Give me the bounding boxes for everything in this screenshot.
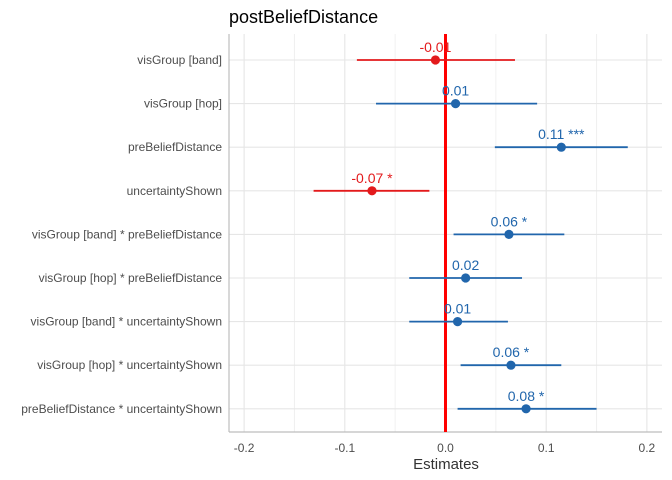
estimate-point (506, 360, 516, 370)
estimate-point (521, 404, 531, 414)
y-tick-label: preBeliefDistance (128, 140, 222, 154)
y-tick-label: visGroup [hop] * preBeliefDistance (39, 271, 223, 285)
y-tick-label: visGroup [hop] (144, 97, 222, 111)
x-axis-label: Estimates (413, 456, 479, 473)
estimate-label: 0.06 * (493, 344, 530, 360)
estimate-point (452, 317, 463, 327)
x-tick-label: -0.2 (234, 441, 255, 455)
y-tick-label: visGroup [band] * uncertaintyShown (31, 315, 222, 329)
estimate-point (367, 186, 377, 196)
estimate-label: 0.08 * (508, 388, 545, 404)
y-tick-label: uncertaintyShown (127, 184, 222, 198)
estimate-label: -0.07 * (351, 170, 393, 186)
marks: -0.01 0.01 0.11 *** -0.07 * 0.06 * 0.02 0.01 0.… (313, 34, 628, 432)
estimate-point (430, 55, 441, 65)
x-tick-label: -0.1 (334, 441, 355, 455)
estimate-label: 0.01 (444, 301, 471, 317)
y-tick-label: preBeliefDistance * uncertaintyShown (21, 402, 222, 416)
x-tick-label: 0.0 (437, 441, 454, 455)
estimate-point (556, 142, 566, 152)
estimate-label: -0.01 (419, 39, 451, 55)
x-tick-label: 0.2 (639, 441, 656, 455)
estimate-point (461, 273, 471, 283)
axes: -0.2 -0.1 0.0 0.1 0.2 visGroup [band] visGroup… (21, 34, 662, 455)
y-tick-label: visGroup [band] (137, 53, 222, 67)
estimate-label: 0.02 (452, 257, 479, 273)
y-tick-label: visGroup [hop] * uncertaintyShown (37, 358, 222, 372)
estimate-label: 0.06 * (491, 213, 528, 229)
estimate-label: 0.01 (442, 83, 469, 99)
estimate-point (450, 99, 461, 109)
x-tick-label: 0.1 (538, 441, 555, 455)
estimate-point (504, 229, 514, 239)
estimate-label: 0.11 *** (538, 126, 585, 142)
chart-title: postBeliefDistance (229, 7, 378, 27)
y-tick-label: visGroup [band] * preBeliefDistance (32, 227, 222, 241)
